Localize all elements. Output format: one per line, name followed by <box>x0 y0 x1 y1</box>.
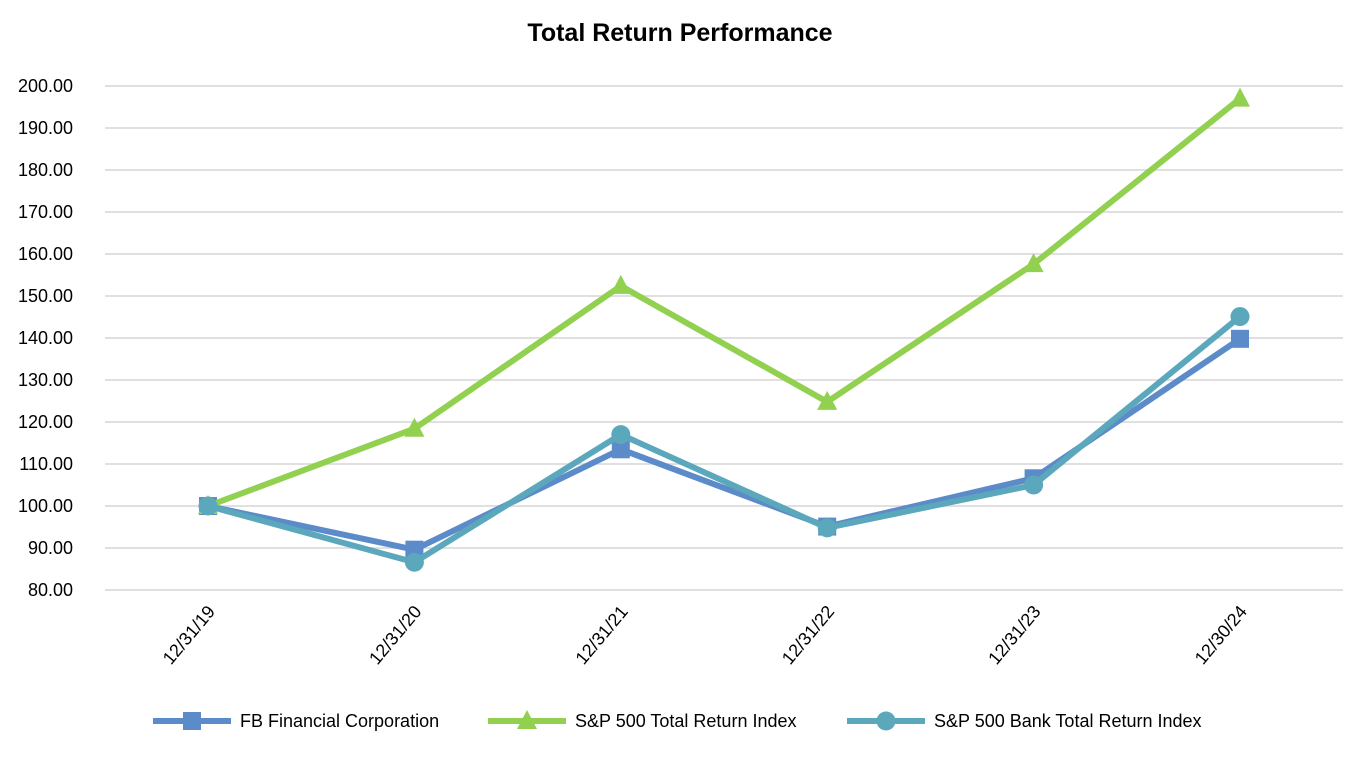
data-point <box>1230 87 1250 107</box>
data-point <box>404 417 425 437</box>
y-tick-label: 80.00 <box>28 580 73 600</box>
data-point <box>1024 475 1044 495</box>
data-point <box>610 274 631 294</box>
y-tick-label: 170.00 <box>18 202 73 222</box>
y-tick-label: 140.00 <box>18 328 73 348</box>
legend-item: FB Financial Corporation <box>153 711 439 731</box>
y-tick-label: 180.00 <box>18 160 73 180</box>
data-point <box>1231 329 1249 348</box>
legend-swatch-marker <box>183 712 201 730</box>
legend-swatch-marker <box>876 711 896 731</box>
legend-label: S&P 500 Bank Total Return Index <box>934 711 1202 731</box>
legend-label: S&P 500 Total Return Index <box>575 711 796 731</box>
data-point <box>817 390 838 410</box>
y-tick-label: 90.00 <box>28 538 73 558</box>
legend-item: S&P 500 Total Return Index <box>488 710 796 731</box>
series-line <box>205 313 1243 566</box>
x-tick-label: 12/31/23 <box>984 602 1044 669</box>
x-tick-label: 12/31/19 <box>159 602 219 669</box>
y-tick-label: 200.00 <box>18 76 73 96</box>
series-line <box>205 95 1243 509</box>
data-point <box>1023 253 1044 273</box>
series-2 <box>198 307 1250 572</box>
x-tick-label: 12/31/21 <box>571 602 631 669</box>
x-tick-label: 12/31/22 <box>778 602 838 669</box>
data-point <box>611 440 630 459</box>
series-0 <box>199 329 1249 559</box>
legend-label: FB Financial Corporation <box>240 711 439 731</box>
x-tick-label: 12/30/24 <box>1191 602 1251 669</box>
y-axis-tick-labels: 80.00 90.00 100.00 110.00 120.00 130.00 140.00… <box>18 76 73 600</box>
gridlines <box>105 85 1343 591</box>
chart-title: Total Return Performance <box>527 19 832 47</box>
y-tick-label: 100.00 <box>18 496 73 516</box>
legend-item: S&P 500 Bank Total Return Index <box>847 711 1202 731</box>
y-tick-label: 130.00 <box>18 370 73 390</box>
x-axis-tick-labels: 12/31/19 12/31/20 12/31/21 12/31/22 12/31/23… <box>159 602 1251 669</box>
data-point <box>198 496 218 516</box>
y-tick-label: 160.00 <box>18 244 73 264</box>
y-tick-label: 110.00 <box>19 454 73 474</box>
y-tick-label: 190.00 <box>18 118 73 138</box>
data-point <box>1230 307 1250 327</box>
x-tick-label: 12/31/20 <box>365 602 425 669</box>
data-point <box>404 552 424 572</box>
data-point <box>817 518 837 538</box>
data-point <box>611 425 631 445</box>
y-tick-label: 150.00 <box>18 286 73 306</box>
legend: FB Financial Corporation S&P 500 Total Re… <box>153 710 1202 731</box>
series-1 <box>198 87 1250 514</box>
y-tick-label: 120.00 <box>18 412 73 432</box>
legend-swatch-marker <box>517 710 537 729</box>
series-lines <box>198 87 1250 572</box>
